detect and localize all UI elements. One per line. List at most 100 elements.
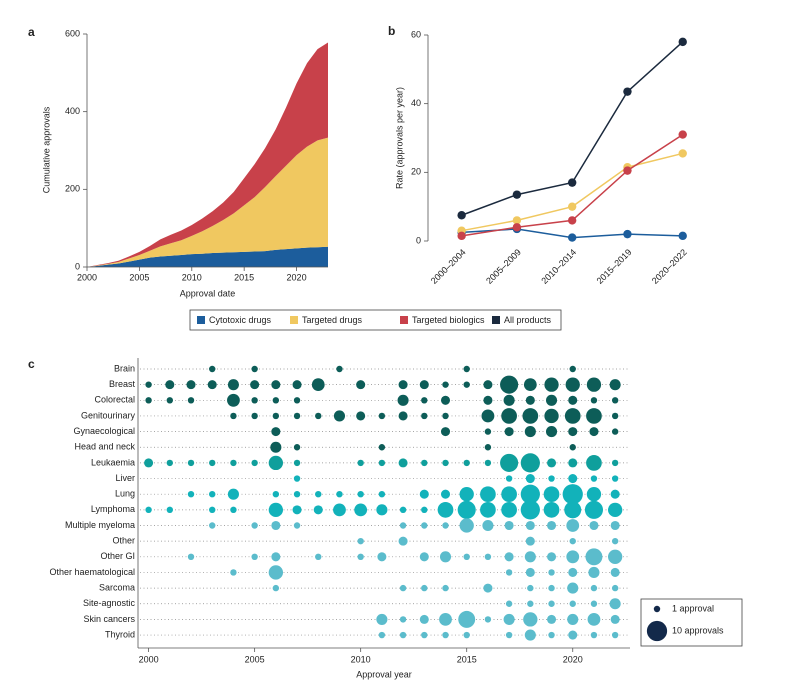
bubble [548,569,555,576]
bubble [421,397,428,404]
bubble [589,427,599,437]
bubble [186,380,196,390]
row-label: Sarcoma [99,582,135,592]
row-label: Lymphoma [91,504,135,514]
bubble [523,378,537,392]
bubble [251,522,258,529]
x-tick-label: 2015 [234,272,254,282]
bubble [569,537,576,545]
y-axis-label: Cumulative approvals [41,106,51,193]
bubble [398,458,408,468]
bubble [272,412,280,420]
area [87,246,328,267]
bubble [357,459,364,467]
bubble [522,408,539,424]
bubble [272,491,280,498]
bubble [482,519,494,532]
bubble [459,487,474,502]
bubble [524,551,536,563]
point [457,231,466,241]
legend-label: All products [504,315,552,325]
bubble [293,444,301,451]
bubble [293,459,301,467]
y-axis-label: Rate (approvals per year) [394,87,404,189]
legend-box [189,309,562,331]
bubble [503,394,515,406]
bubble [586,487,602,502]
y-tick-label: 0 [416,235,421,245]
bubble [376,613,388,625]
bubble [166,397,174,404]
bubble [209,522,216,529]
legend-label: Targeted biologics [412,315,485,325]
bubble [610,567,620,577]
x-tick-label: 2010 [182,272,202,282]
y-tick-label: 60 [411,29,421,39]
bubble [439,551,452,563]
bubble [525,536,535,546]
bubble [311,378,325,392]
bubble [145,506,152,514]
bubble [501,502,517,518]
x-tick-label: 2005 [245,654,265,664]
bubble [421,412,428,420]
bubble [293,412,301,420]
bubble [458,610,476,628]
bubble [209,365,216,373]
bubble [500,453,519,472]
point [678,149,687,158]
bubble [527,584,534,592]
bubble [315,553,322,560]
bubble [377,552,387,562]
bubble [568,427,578,437]
bubble [251,365,258,373]
bubble [209,491,216,498]
point [457,211,466,220]
bubble [272,584,280,592]
bubble [187,397,195,404]
bubble [145,397,152,404]
row-label: Lung [115,489,135,499]
bubble [419,552,429,562]
bubble [527,600,534,607]
bubble [564,501,582,519]
bubble [145,381,152,388]
y-tick-label: 0 [75,261,80,271]
row-label: Leukaemia [91,457,135,467]
bubble [590,584,598,592]
bubble [564,408,581,424]
bubble [333,503,346,517]
bubble [398,536,408,546]
bubble [144,458,154,468]
bubble [504,520,514,531]
bubble [590,600,598,607]
row-label: Head and neck [74,442,135,452]
bubble [336,365,343,373]
bubble [207,380,217,390]
bubble [543,486,560,503]
bubble [166,506,174,514]
x-tick-label: 2000 [77,272,97,282]
bubble [548,600,555,607]
bubble [611,397,619,404]
bubble [357,553,364,560]
bubble [166,459,174,467]
bubble [442,412,449,420]
point [623,166,632,175]
bubble [483,395,493,405]
bubble [272,397,280,404]
bubble [568,458,578,468]
legend-label: Targeted drugs [302,315,363,325]
bubble [569,444,576,451]
bubble [611,537,619,545]
bubble [270,441,282,453]
bubble [568,567,578,577]
bubble [271,427,281,437]
bubble [589,520,599,531]
bubble [251,553,258,560]
bubble [547,552,557,562]
bubble [399,631,407,639]
row-label: Liver [115,473,135,483]
bubble [357,491,364,498]
